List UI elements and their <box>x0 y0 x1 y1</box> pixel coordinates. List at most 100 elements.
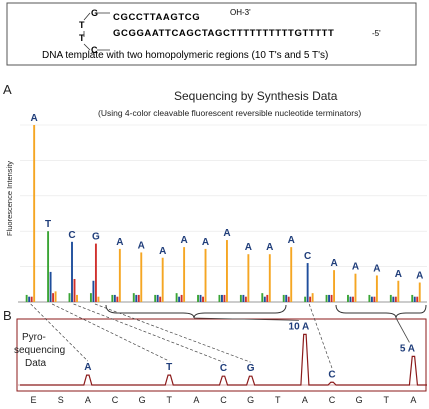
connector-2 <box>51 303 170 362</box>
bar-C-cycle-17 <box>370 296 373 302</box>
base-call-16: A <box>352 262 359 273</box>
bar-T-cycle-14 <box>304 296 307 302</box>
panel-a-subtitle: (Using 4-color cleavable fluorescent rev… <box>98 108 361 118</box>
bar-A-cycle-18 <box>397 280 400 302</box>
pyro-peak-label-5: 10 A <box>289 321 310 332</box>
bar-A-cycle-3 <box>76 294 78 302</box>
bar-A-cycle-15 <box>333 270 336 302</box>
pyro-flow-tick-9: G <box>247 395 254 405</box>
connector-3 <box>73 303 224 363</box>
bar-T-cycle-13 <box>282 294 285 302</box>
bar-G-cycle-4 <box>94 243 97 302</box>
pyro-flow-tick-10: T <box>275 395 281 405</box>
pyro-trace <box>20 333 427 386</box>
bar-G-cycle-8 <box>180 294 183 302</box>
panel-a: A Sequencing by Synthesis Data (Using 4-… <box>3 82 427 319</box>
pyro-flow-tick-15: A <box>410 395 416 405</box>
base-call-17: A <box>373 263 380 274</box>
bar-A-cycle-9 <box>204 248 207 302</box>
base-call-11: A <box>245 242 252 253</box>
loop-connector <box>83 12 91 51</box>
bar-A-cycle-16 <box>354 273 357 302</box>
base-call-14: C <box>304 251 311 262</box>
loop-base-3: T <box>79 33 85 43</box>
bar-A-cycle-11 <box>247 254 250 302</box>
brace-5a <box>335 304 427 319</box>
bar-C-cycle-6 <box>135 294 138 302</box>
bar-G-cycle-19 <box>416 296 419 302</box>
pyro-flow-tick-5: G <box>139 395 146 405</box>
brace-10a <box>105 304 287 319</box>
bar-T-cycle-10 <box>218 294 221 302</box>
bar-A-cycle-17 <box>375 275 378 302</box>
template-box-border <box>6 2 417 66</box>
loop-base-4: C <box>91 45 98 55</box>
panel-a-ylabel: Fluorescence Intensity <box>5 161 14 236</box>
bar-C-cycle-3 <box>71 241 73 302</box>
connector-brace-5a <box>395 317 410 343</box>
bar-T-cycle-8 <box>175 293 178 302</box>
panel-b-side-text-2: sequencing <box>14 345 65 356</box>
pyro-peak-label-7: 5 A <box>400 343 415 354</box>
bar-C-cycle-18 <box>392 296 395 302</box>
pyro-flow-tick-12: C <box>329 395 336 405</box>
bar-C-cycle-1 <box>28 296 31 302</box>
bar-G-cycle-15 <box>330 294 333 302</box>
base-call-4: G <box>92 232 100 243</box>
base-call-1: A <box>31 113 38 124</box>
bar-A-cycle-1 <box>33 125 36 302</box>
panel-b-side-text-3: Data <box>25 358 47 369</box>
bar-G-cycle-12 <box>266 294 269 302</box>
bar-A-cycle-6 <box>140 252 143 302</box>
bar-T-cycle-1 <box>25 294 28 302</box>
base-call-19: A <box>416 271 423 282</box>
pyro-peak-label-6: C <box>328 369 335 380</box>
bar-A-cycle-5 <box>118 248 121 302</box>
pyro-flow-tick-1: E <box>31 395 37 405</box>
bar-C-cycle-10 <box>221 294 223 302</box>
bar-C-cycle-2 <box>49 271 52 302</box>
panel-b: B Pyro- sequencing Data A T C G 10 A C 5 A E S A… <box>3 308 427 405</box>
bar-G-cycle-7 <box>159 296 162 302</box>
bar-A-cycle-4 <box>97 296 100 302</box>
bar-T-cycle-17 <box>368 294 371 302</box>
bar-G-cycle-9 <box>202 296 204 302</box>
bar-C-cycle-5 <box>113 294 116 302</box>
panel-a-bars <box>25 125 421 302</box>
template-caption: DNA template with two homopolymeric regi… <box>42 50 328 61</box>
bar-C-cycle-15 <box>328 294 331 302</box>
base-call-10: A <box>223 228 230 239</box>
connector-5 <box>308 303 333 369</box>
base-call-8: A <box>180 235 187 246</box>
bar-A-cycle-19 <box>418 282 421 302</box>
bar-C-cycle-13 <box>285 294 288 302</box>
loop-base-1: G <box>91 8 98 18</box>
bar-C-cycle-12 <box>263 296 266 302</box>
pyro-flow-tick-3: A <box>85 395 91 405</box>
pyro-flow-tick-11: A <box>302 395 308 405</box>
bar-G-cycle-3 <box>73 278 76 302</box>
bar-T-cycle-19 <box>411 294 414 302</box>
pyro-peak-label-4: G <box>247 363 255 374</box>
panel-b-peak-labels: A T C G 10 A C 5 A <box>84 321 415 380</box>
base-call-9: A <box>202 237 209 248</box>
base-call-18: A <box>395 269 402 280</box>
panel-a-label: A <box>3 82 12 97</box>
bar-A-cycle-13 <box>290 247 293 302</box>
connector-4 <box>94 303 251 363</box>
pyro-peak-label-1: A <box>84 362 91 373</box>
bar-T-cycle-18 <box>389 294 392 302</box>
bar-T-cycle-11 <box>239 294 242 302</box>
bar-T-cycle-2 <box>47 231 50 302</box>
bar-T-cycle-6 <box>132 293 135 302</box>
base-call-6: A <box>138 240 145 251</box>
bar-C-cycle-14 <box>306 263 309 302</box>
bar-G-cycle-13 <box>287 296 290 302</box>
panel-b-label: B <box>3 308 12 323</box>
template-box: G T T C CGCCTTAAGTCG OH-3' GCGGAATTCAGCT… <box>6 2 417 66</box>
panel-b-side-text-1: Pyro- <box>22 332 46 343</box>
bar-T-cycle-5 <box>111 294 114 302</box>
bar-A-cycle-2 <box>54 291 57 302</box>
